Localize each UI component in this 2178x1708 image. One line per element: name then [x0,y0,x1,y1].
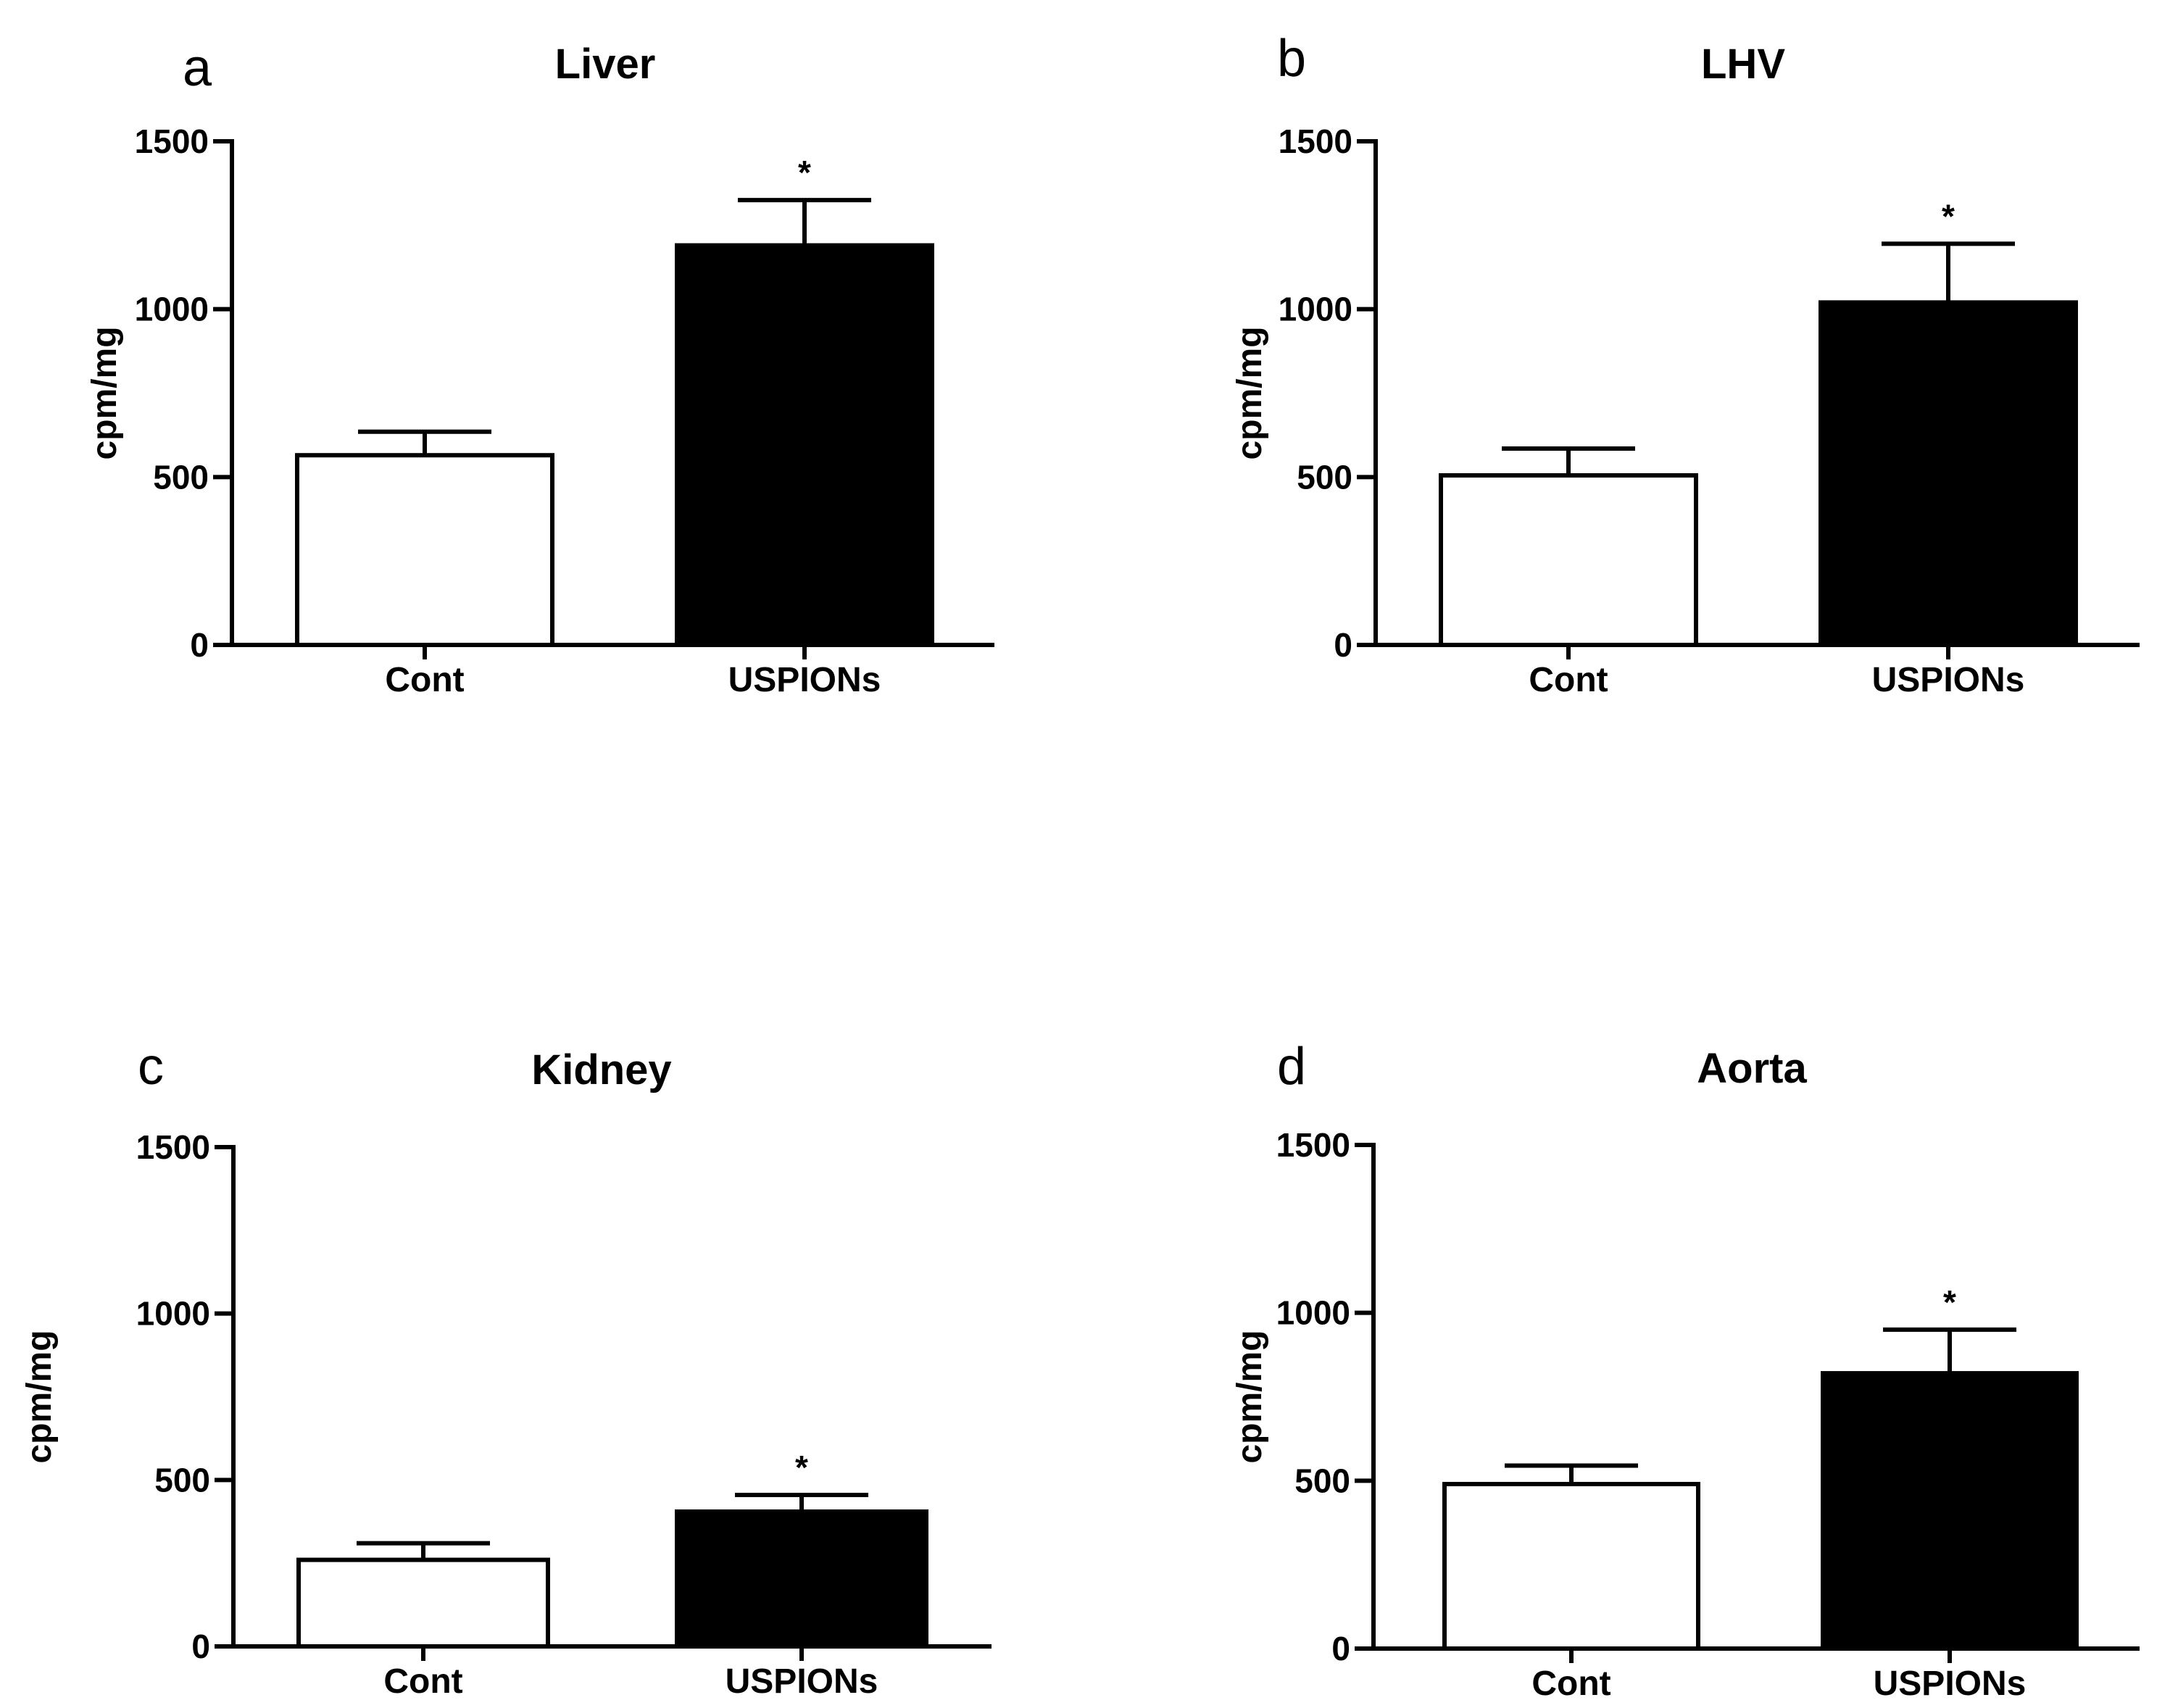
x-tick-label: USPIONs [728,661,881,699]
chart-panel-b: b LHV cpm/mg 0 500 1000 1500 Cont USPIONs * [1231,30,2140,699]
chart-panel-d: d Aorta cpm/mg 0 500 1000 1500 Cont USPIONs * [1231,1038,2140,1703]
y-tick-label: 1000 [1279,291,1352,328]
significance-marker: * [1942,197,1955,235]
x-tick-label: Cont [383,1662,462,1701]
y-tick-label: 1000 [1276,1294,1350,1332]
y-tick-label: 1000 [136,1295,210,1333]
bar-uspions [1821,1371,2079,1651]
chart-panel-a: a Liver cpm/mg 0 500 1000 1500 Cont USPIONs * [86,39,994,699]
panel-letter: c [138,1038,164,1096]
y-tick-label: 500 [154,1461,210,1499]
bar-uspions [675,1509,928,1649]
x-tick-label: Cont [385,661,464,699]
bar-uspions [1819,300,2078,647]
x-tick-label: Cont [1531,1665,1610,1703]
y-tick-label: 500 [1294,1462,1350,1499]
bar-cont [1442,1481,1700,1651]
panel-letter: b [1277,30,1306,88]
y-tick-label: 1500 [1279,122,1352,160]
x-tick-label: USPIONs [726,1662,878,1701]
chart-panel-c: c Kidney cpm/mg 0 500 1000 1500 Cont USPIONs * [20,1038,992,1701]
y-tick-label: 0 [1334,626,1352,664]
bar-cont [296,1557,550,1649]
y-tick-label: 0 [1331,1630,1350,1667]
y-axis-label: cpm/mg [20,1330,59,1463]
y-axis-label: cpm/mg [86,326,124,459]
chart-title: Kidney [531,1046,671,1093]
y-tick-label: 1500 [135,122,209,160]
y-tick-label: 0 [190,626,209,664]
x-tick-label: Cont [1529,661,1608,699]
x-tick-label: USPIONs [1872,661,2025,699]
y-axis-label: cpm/mg [1231,326,1269,459]
x-tick-label: USPIONs [1874,1665,2027,1703]
chart-title: Liver [555,41,656,88]
y-tick-label: 0 [191,1628,210,1665]
y-tick-label: 500 [1297,458,1352,496]
chart-title: Aorta [1697,1045,1807,1092]
panel-letter: a [183,39,212,97]
significance-marker: * [1943,1283,1956,1321]
y-tick-label: 1500 [136,1128,210,1166]
chart-title: LHV [1701,41,1785,88]
y-tick-label: 1000 [135,291,209,328]
bar-cont [1439,473,1698,647]
y-tick-label: 1500 [1276,1126,1350,1164]
panel-letter: d [1277,1038,1306,1096]
significance-marker: * [798,154,811,191]
bar-cont [295,453,554,647]
y-axis-label: cpm/mg [1231,1330,1269,1463]
significance-marker: * [795,1449,808,1486]
y-tick-label: 500 [153,458,209,496]
bar-uspions [675,243,934,647]
